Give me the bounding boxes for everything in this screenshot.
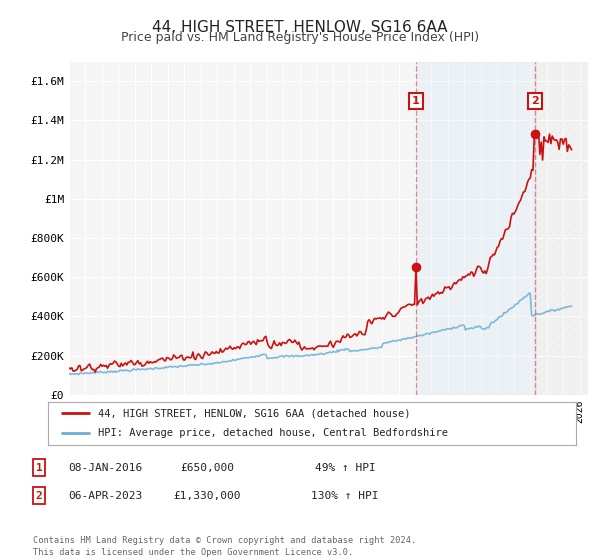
Text: 1: 1 [35, 463, 43, 473]
Text: Contains HM Land Registry data © Crown copyright and database right 2024.
This d: Contains HM Land Registry data © Crown c… [33, 536, 416, 557]
Text: £650,000: £650,000 [180, 463, 234, 473]
Text: 1: 1 [412, 96, 419, 106]
Text: 44, HIGH STREET, HENLOW, SG16 6AA (detached house): 44, HIGH STREET, HENLOW, SG16 6AA (detac… [98, 408, 410, 418]
Text: 08-JAN-2016: 08-JAN-2016 [68, 463, 142, 473]
Text: Price paid vs. HM Land Registry's House Price Index (HPI): Price paid vs. HM Land Registry's House … [121, 31, 479, 44]
Text: 2: 2 [531, 96, 539, 106]
Text: 2: 2 [35, 491, 43, 501]
Text: 49% ↑ HPI: 49% ↑ HPI [314, 463, 376, 473]
Text: 44, HIGH STREET, HENLOW, SG16 6AA: 44, HIGH STREET, HENLOW, SG16 6AA [152, 20, 448, 35]
Bar [535, 62, 588, 395]
Text: HPI: Average price, detached house, Central Bedfordshire: HPI: Average price, detached house, Cent… [98, 428, 448, 438]
Text: 130% ↑ HPI: 130% ↑ HPI [311, 491, 379, 501]
Bar [416, 62, 535, 395]
Text: 06-APR-2023: 06-APR-2023 [68, 491, 142, 501]
Text: £1,330,000: £1,330,000 [173, 491, 241, 501]
